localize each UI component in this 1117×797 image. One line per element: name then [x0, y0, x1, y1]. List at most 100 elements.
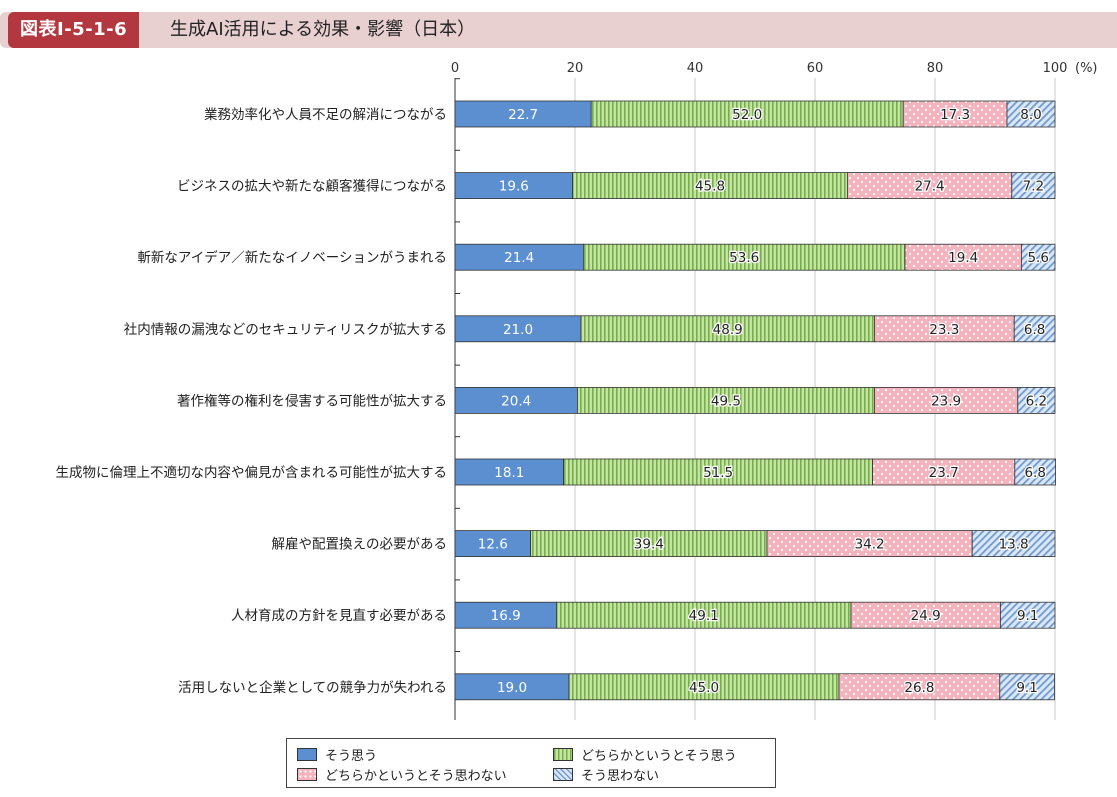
legend-swatch-somewhat-agree [553, 748, 573, 761]
legend-swatch-agree [297, 748, 317, 761]
data-label: 52.0 [732, 107, 762, 123]
bar-segment-somewhat-agree [577, 386, 875, 414]
legend: そう思う どちらかというとそう思う どちらかというとそう思わない そう思わない [286, 738, 776, 788]
data-label: 34.2 [855, 537, 885, 553]
data-label: 23.9 [931, 393, 961, 409]
data-label: 6.2 [1026, 393, 1047, 409]
bar-segment-somewhat-agree [563, 458, 873, 486]
bar-segment-disagree [999, 673, 1055, 701]
bar-segment-agree [454, 458, 564, 486]
bar-segment-agree [454, 530, 531, 557]
data-label: 5.6 [1027, 250, 1048, 266]
bar-segment-somewhat-agree [556, 601, 852, 629]
legend-label: どちらかというとそう思わない [325, 769, 507, 784]
category-label: 業務効率化や人員不足の解消につながる [204, 106, 447, 123]
bar-segment-disagree [1014, 458, 1056, 486]
data-label: 21.0 [503, 322, 533, 338]
data-label: 19.4 [948, 250, 978, 266]
stacked-bar-chart: 0 20 40 60 80 100 (%) 業務効率化や人員不足の解消につながる 22.7 52.… [56, 61, 1098, 720]
data-label: 8.0 [1020, 107, 1041, 123]
bar-segment-disagree [1013, 315, 1056, 343]
data-label: 23.7 [929, 465, 959, 481]
data-label: 9.1 [1016, 680, 1037, 696]
data-label: 21.4 [504, 250, 534, 266]
data-label: 7.2 [1023, 179, 1044, 195]
legend-swatch-somewhat-disagree [297, 768, 317, 781]
bar-segment-somewhat-disagree [838, 673, 1001, 701]
category-label: 解雇や配置換えの必要がある [272, 536, 448, 553]
bar-segment-disagree [1021, 243, 1056, 271]
bar-segment-agree [454, 386, 578, 414]
figure-id: 図表Ⅰ-5-1-6 [8, 12, 140, 48]
bar-segment-agree [454, 100, 592, 128]
bar-segment-disagree [1006, 100, 1056, 128]
legend-item-agree: そう思う [297, 745, 377, 764]
legend-swatch-disagree [553, 768, 573, 781]
data-label: 23.3 [929, 322, 959, 338]
data-label: 48.9 [713, 322, 743, 338]
category-label: 斬新なアイデア／新たなイノベーションがうまれる [137, 249, 447, 266]
data-label: 16.9 [491, 608, 521, 624]
data-label: 6.8 [1024, 322, 1045, 338]
figure-header: 図表Ⅰ-5-1-6 生成AI活用による効果・影響（日本） [0, 12, 1117, 48]
category-label: 生成物に倫理上不適切な内容や偏見が含まれる可能性が拡大する [56, 464, 448, 481]
bar-segment-agree [454, 243, 584, 271]
bar-segment-somewhat-agree [530, 530, 768, 557]
data-label: 12.6 [478, 537, 508, 553]
x-unit-label: (%) [1075, 61, 1098, 76]
category-label: ビジネスの拡大や新たな顧客獲得につながる [177, 178, 447, 195]
data-label: 53.6 [729, 250, 759, 266]
bar-segment-disagree [971, 530, 1056, 557]
bar-segment-disagree [1000, 601, 1056, 629]
data-label: 9.1 [1017, 608, 1038, 624]
data-label: 20.4 [501, 393, 531, 409]
bar-segment-disagree [1017, 386, 1056, 414]
figure-title: 生成AI活用による効果・影響（日本） [170, 19, 476, 40]
bar-segment-somewhat-disagree [874, 315, 1015, 343]
bar-segment-agree [454, 673, 570, 701]
data-label: 26.8 [904, 680, 934, 696]
x-tick-label: 100 [1043, 61, 1068, 76]
category-label: 社内情報の漏洩などのセキュリティリスクが拡大する [124, 322, 447, 338]
bar-segment-somewhat-disagree [904, 243, 1022, 271]
data-label: 22.7 [508, 107, 538, 123]
legend-item-disagree: そう思わない [553, 765, 659, 784]
bar-segment-agree [454, 601, 557, 629]
legend-item-somewhat-agree: どちらかというとそう思う [553, 745, 737, 764]
data-label: 6.8 [1024, 465, 1045, 481]
bar-segment-somewhat-agree [590, 100, 904, 128]
category-label: 活用しないと企業としての競争力が失われる [178, 679, 447, 696]
data-label: 24.9 [911, 608, 941, 624]
data-label: 49.1 [689, 608, 719, 624]
data-label: 17.3 [940, 107, 970, 123]
bar-segment-disagree [1011, 172, 1056, 200]
legend-label: そう思わない [581, 769, 660, 784]
bar-segment-somewhat-disagree [847, 172, 1013, 200]
x-tick-label: 20 [567, 61, 584, 76]
data-label: 45.0 [689, 680, 719, 696]
category-label: 著作権等の権利を侵害する可能性が拡大する [177, 392, 447, 409]
category-label: 人材育成の方針を見直す必要がある [231, 608, 447, 624]
data-label: 49.5 [711, 393, 741, 409]
bar-segment-somewhat-disagree [874, 386, 1019, 414]
legend-label: どちらかというとそう思う [581, 749, 737, 764]
bar-segment-agree [454, 172, 573, 200]
x-tick-label: 80 [927, 61, 944, 76]
x-tick-label: 60 [807, 61, 824, 76]
bar-segment-somewhat-disagree [850, 601, 1001, 629]
data-label: 19.0 [497, 680, 527, 696]
data-label: 51.5 [703, 465, 733, 481]
bar-segment-somewhat-agree [583, 243, 906, 271]
legend-label: そう思う [325, 749, 378, 764]
legend-item-somewhat-disagree: どちらかというとそう思わない [297, 765, 507, 784]
x-tick-label: 40 [687, 61, 704, 76]
data-label: 45.8 [695, 179, 725, 195]
data-label: 19.6 [499, 179, 529, 195]
data-label: 39.4 [634, 537, 664, 553]
data-label: 27.4 [915, 179, 945, 195]
data-label: 18.1 [494, 465, 524, 481]
data-label: 13.8 [999, 537, 1029, 553]
x-tick-label: 0 [451, 61, 459, 76]
bar-segment-agree [454, 315, 582, 343]
